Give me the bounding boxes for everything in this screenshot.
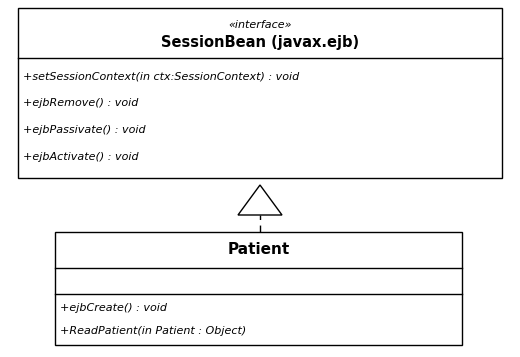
Text: +ejbRemove() : void: +ejbRemove() : void bbox=[23, 98, 138, 108]
Bar bbox=[18, 8, 502, 178]
Text: SessionBean (javax.ejb): SessionBean (javax.ejb) bbox=[161, 35, 359, 50]
Text: Patient: Patient bbox=[227, 242, 290, 257]
Polygon shape bbox=[238, 185, 282, 215]
Text: «interface»: «interface» bbox=[228, 20, 292, 30]
Text: +ejbPassivate() : void: +ejbPassivate() : void bbox=[23, 125, 146, 135]
Bar bbox=[55, 232, 462, 345]
Text: +setSessionContext(in ctx:SessionContext) : void: +setSessionContext(in ctx:SessionContext… bbox=[23, 72, 299, 82]
Text: +ejbActivate() : void: +ejbActivate() : void bbox=[23, 152, 139, 162]
Text: +ReadPatient(in Patient : Object): +ReadPatient(in Patient : Object) bbox=[60, 326, 246, 336]
Text: +ejbCreate() : void: +ejbCreate() : void bbox=[60, 303, 167, 313]
